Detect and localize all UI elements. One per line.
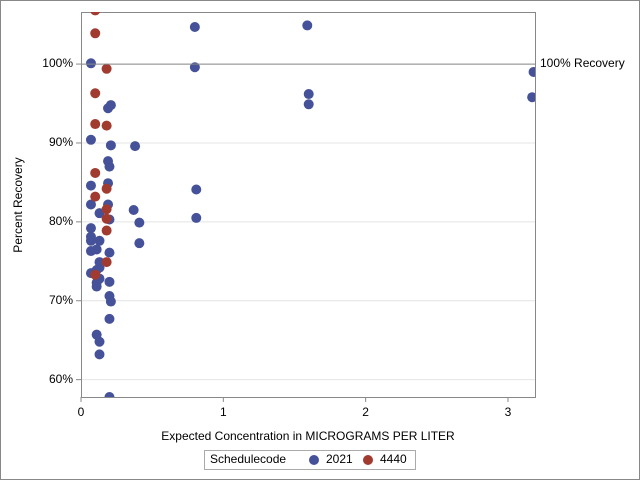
y-axis-label: Percent Recovery	[11, 157, 25, 252]
point	[85, 134, 96, 145]
point	[94, 336, 105, 347]
point	[191, 212, 202, 223]
point	[101, 225, 112, 236]
point	[101, 183, 112, 194]
x-tick-label: 3	[505, 405, 512, 419]
point	[91, 244, 102, 255]
x-tick-label: 0	[78, 405, 85, 419]
point	[90, 12, 100, 16]
point	[104, 392, 115, 397]
point	[189, 21, 200, 32]
point	[94, 235, 105, 246]
point	[101, 204, 112, 215]
point	[528, 66, 535, 77]
point	[130, 141, 141, 152]
point	[527, 92, 535, 103]
point	[303, 99, 314, 110]
point	[90, 88, 101, 99]
point	[104, 161, 115, 172]
point	[128, 205, 139, 216]
plot-area	[81, 12, 536, 398]
point	[90, 119, 101, 130]
point	[90, 28, 101, 39]
point	[94, 349, 105, 360]
point	[85, 223, 96, 234]
point	[101, 213, 112, 224]
legend-marker	[309, 455, 319, 465]
point	[191, 184, 202, 195]
point	[101, 63, 112, 74]
point	[90, 191, 101, 202]
point	[104, 276, 115, 287]
legend-label: 4440	[380, 452, 407, 466]
point	[134, 217, 145, 228]
point	[90, 269, 101, 280]
x-tick-label: 2	[362, 405, 369, 419]
reference-label: 100% Recovery	[540, 56, 625, 70]
point	[85, 180, 96, 191]
point	[85, 199, 96, 210]
point	[105, 296, 116, 307]
y-tick-label: 80%	[49, 214, 73, 228]
y-tick-label: 90%	[49, 135, 73, 149]
point	[85, 235, 96, 246]
legend-marker	[363, 455, 373, 465]
points	[85, 12, 535, 397]
legend-title: Schedulecode	[210, 452, 286, 466]
point	[90, 167, 101, 178]
point	[101, 257, 112, 268]
x-axis-label: Expected Concentration in MICROGRAMS PER…	[161, 429, 455, 443]
legend-label: 2021	[326, 452, 353, 466]
y-tick-label: 60%	[49, 372, 73, 386]
point	[85, 58, 96, 69]
point	[91, 281, 102, 292]
x-tick-label: 1	[220, 405, 227, 419]
point	[104, 313, 115, 324]
point	[105, 140, 116, 151]
point	[104, 247, 115, 258]
point	[189, 62, 200, 73]
point	[134, 238, 145, 249]
point	[303, 89, 314, 100]
point	[103, 103, 114, 114]
y-tick-label: 70%	[49, 293, 73, 307]
y-tick-label: 100%	[42, 56, 73, 70]
point	[101, 120, 112, 131]
point	[302, 20, 313, 31]
